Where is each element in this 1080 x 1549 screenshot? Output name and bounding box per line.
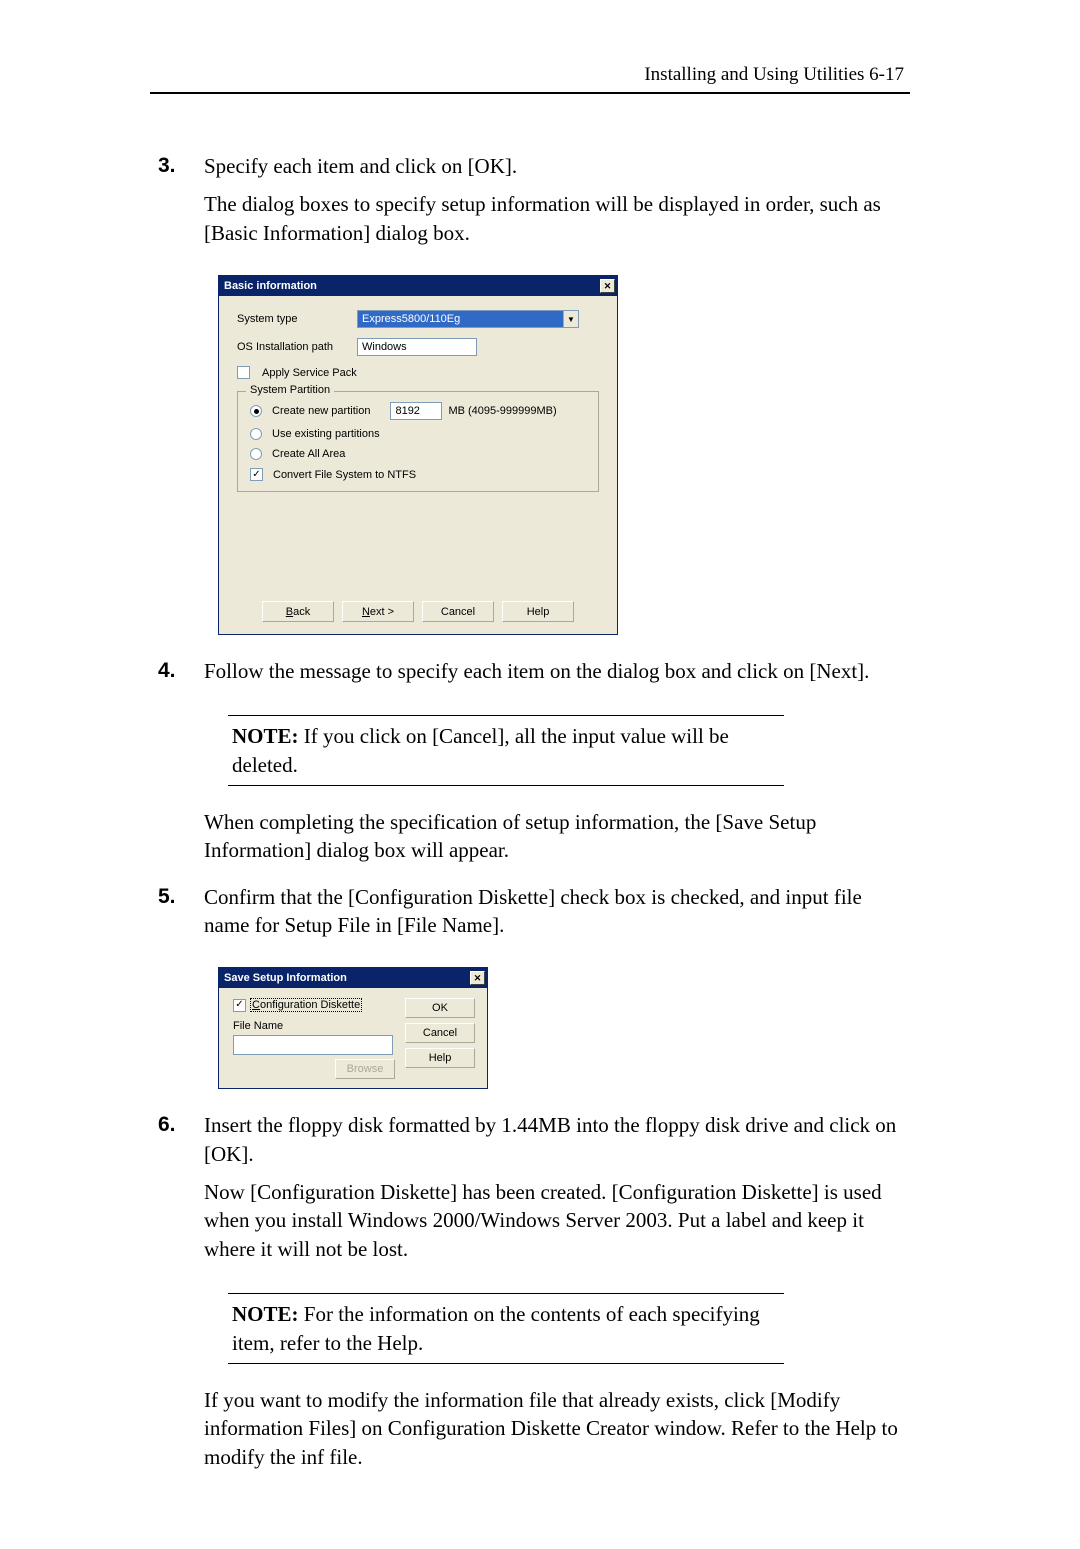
step5-text1: Confirm that the [Configuration Diskette… [204, 883, 910, 940]
step-3: 3. Specify each item and click on [OK]. … [150, 152, 910, 257]
config-diskette-checkbox[interactable] [233, 999, 246, 1012]
step-4: 4. Follow the message to specify each it… [150, 657, 910, 695]
file-name-label: File Name [233, 1020, 395, 1032]
save-setup-dialog: Save Setup Information ✕ Configuration D… [218, 967, 488, 1089]
back-button[interactable]: Back [262, 601, 334, 622]
note-2: NOTE: For the information on the content… [228, 1293, 784, 1364]
config-diskette-label: Configuration Diskette [250, 998, 362, 1012]
header-rule [150, 92, 910, 94]
partition-size-suffix: MB (4095-999999MB) [448, 405, 556, 417]
ok-button[interactable]: OK [405, 998, 475, 1018]
chevron-down-icon[interactable]: ▼ [563, 311, 578, 327]
close-icon[interactable]: ✕ [600, 279, 615, 293]
os-path-input[interactable]: Windows [357, 338, 477, 356]
note-text: If you click on [Cancel], all the input … [232, 724, 729, 776]
system-type-label: System type [237, 313, 349, 325]
apply-sp-checkbox[interactable] [237, 366, 250, 379]
cancel-button[interactable]: Cancel [405, 1023, 475, 1043]
create-new-label: Create new partition [272, 405, 370, 417]
create-all-radio[interactable] [250, 448, 262, 460]
step-6: 6. Insert the floppy disk formatted by 1… [150, 1111, 910, 1273]
dialog-titlebar: Basic information ✕ [219, 276, 617, 296]
cancel-button[interactable]: Cancel [422, 601, 494, 622]
create-new-radio[interactable] [250, 405, 262, 417]
system-type-select[interactable]: Express5800/110Eg ▼ [357, 310, 579, 328]
page-header: Installing and Using Utilities 6-17 [150, 64, 910, 86]
step4-text1: Follow the message to specify each item … [204, 657, 910, 685]
step-5: 5. Confirm that the [Configuration Diske… [150, 883, 910, 950]
step-number: 4. [150, 657, 204, 695]
browse-button[interactable]: Browse [335, 1059, 395, 1079]
basic-information-dialog: Basic information ✕ System type Express5… [218, 275, 618, 635]
os-path-label: OS Installation path [237, 341, 349, 353]
note-text: For the information on the contents of e… [232, 1302, 760, 1354]
system-partition-group: System Partition Create new partition 81… [237, 391, 599, 492]
convert-ntfs-checkbox[interactable] [250, 468, 263, 481]
file-name-input[interactable] [233, 1035, 393, 1055]
use-existing-label: Use existing partitions [272, 428, 380, 440]
step-number: 6. [150, 1111, 204, 1273]
step-number: 5. [150, 883, 204, 950]
partition-legend: System Partition [246, 384, 334, 396]
dialog-title: Basic information [224, 280, 317, 292]
apply-sp-label: Apply Service Pack [262, 367, 357, 379]
use-existing-radio[interactable] [250, 428, 262, 440]
closing-text: If you want to modify the information fi… [204, 1386, 910, 1471]
step4-after: When completing the specification of set… [204, 808, 910, 865]
step3-text2: The dialog boxes to specify setup inform… [204, 190, 910, 247]
note-1: NOTE: If you click on [Cancel], all the … [228, 715, 784, 786]
dialog-title: Save Setup Information [224, 972, 347, 984]
system-type-value: Express5800/110Eg [358, 311, 563, 327]
note-label: NOTE: [232, 724, 299, 748]
help-button[interactable]: Help [502, 601, 574, 622]
convert-ntfs-label: Convert File System to NTFS [273, 469, 416, 481]
create-all-label: Create All Area [272, 448, 345, 460]
step3-text1: Specify each item and click on [OK]. [204, 152, 910, 180]
step6-text1: Insert the floppy disk formatted by 1.44… [204, 1111, 910, 1168]
note-label: NOTE: [232, 1302, 299, 1326]
step-number: 3. [150, 152, 204, 257]
next-button[interactable]: Next > [342, 601, 414, 622]
dialog-titlebar: Save Setup Information ✕ [219, 968, 487, 988]
partition-size-input[interactable]: 8192 [390, 402, 442, 420]
step6-text2: Now [Configuration Diskette] has been cr… [204, 1178, 910, 1263]
close-icon[interactable]: ✕ [470, 971, 485, 985]
help-button[interactable]: Help [405, 1048, 475, 1068]
